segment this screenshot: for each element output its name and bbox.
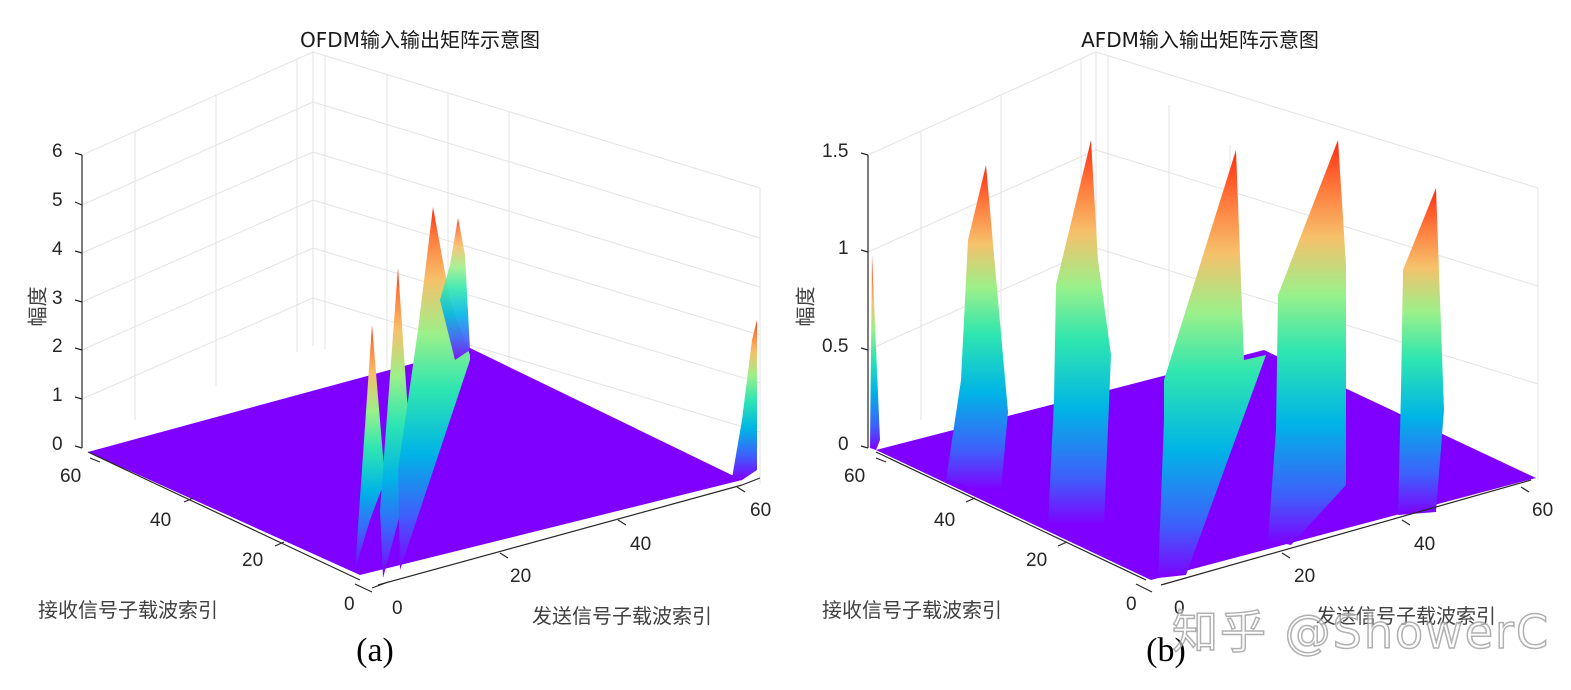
- z-tick: 6: [52, 141, 63, 162]
- x-tick: 0: [392, 598, 403, 619]
- x-tick: 20: [510, 566, 532, 587]
- z-tick: 3: [52, 288, 63, 309]
- figure-caption: (a): [356, 632, 394, 669]
- x-tick: 20: [1294, 566, 1316, 587]
- z-tick: 0.5: [822, 336, 849, 357]
- z-tick: 4: [52, 239, 63, 260]
- panel-a-ofdm: OFDM输入输出矩阵示意图 幅度 6 5 4 3 2 1 0 60 40 20 …: [0, 0, 785, 690]
- watermark: 知乎 @ShowerC: [1171, 604, 1551, 660]
- z-axis-label: 幅度: [25, 286, 50, 327]
- z-tick: 5: [52, 190, 63, 211]
- panel-b-afdm: AFDM输入输出矩阵示意图 幅度 1.5 1 0.5 0 60 40 20 0 …: [786, 0, 1571, 690]
- back-grid: [81, 51, 761, 484]
- z-tick: 1.5: [822, 141, 849, 162]
- y-tick: 20: [242, 550, 264, 571]
- z-tick: 0: [838, 434, 849, 455]
- y-axis-label: 接收信号子载波索引: [822, 598, 1002, 622]
- y-tick: 60: [60, 466, 82, 487]
- y-tick: 40: [934, 510, 956, 531]
- z-axis-label: 幅度: [793, 286, 818, 327]
- z-tick: 0: [52, 434, 63, 455]
- z-tick: 1: [52, 385, 63, 406]
- ofdm-plot-svg: [74, 51, 761, 593]
- y-tick: 0: [344, 594, 355, 615]
- x-tick: 60: [750, 500, 772, 521]
- y-tick: 60: [844, 466, 866, 487]
- x-tick: 40: [630, 534, 652, 555]
- x-axis-label: 发送信号子载波索引: [532, 604, 712, 628]
- x-axis-label: 发送信号子载波索引: [1316, 604, 1496, 628]
- x-tick: 40: [1414, 534, 1436, 555]
- y-axis-label: 接收信号子载波索引: [38, 598, 218, 622]
- figure-caption: (b): [1146, 632, 1186, 669]
- chart-title: AFDM输入输出矩阵示意图: [1081, 28, 1319, 52]
- y-tick: 0: [1126, 594, 1137, 615]
- x-tick: 60: [1532, 500, 1554, 521]
- z-tick: 2: [52, 336, 63, 357]
- y-tick: 20: [1026, 550, 1048, 571]
- chart-title: OFDM输入输出矩阵示意图: [300, 28, 540, 52]
- z-tick: 1: [838, 238, 849, 259]
- afdm-plot-svg: [860, 51, 1539, 593]
- y-tick: 40: [150, 510, 172, 531]
- x-tick: 0: [1174, 598, 1185, 619]
